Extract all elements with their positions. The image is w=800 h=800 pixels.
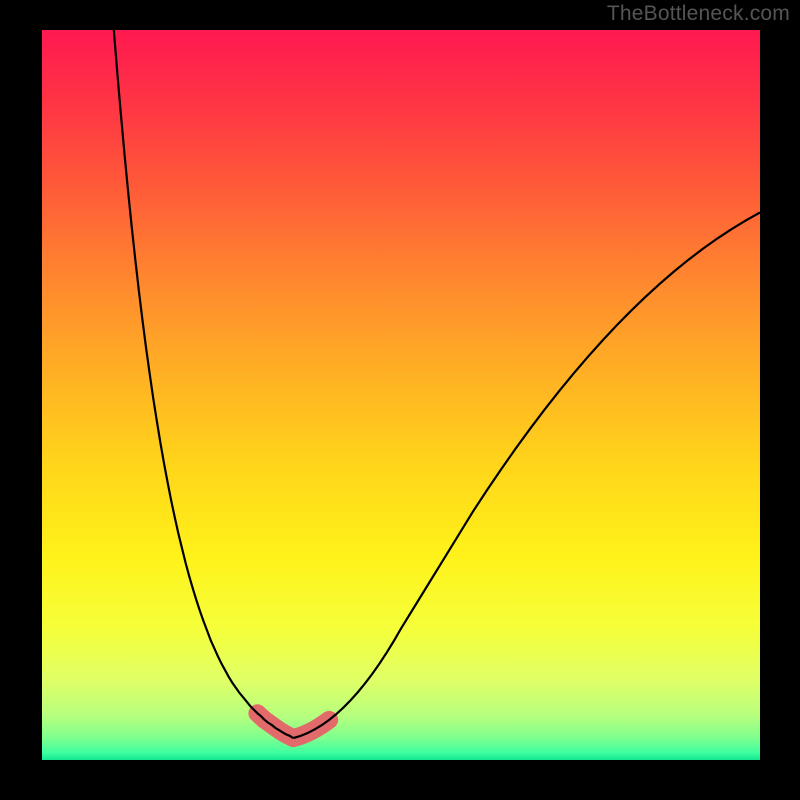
chart-frame: TheBottleneck.com xyxy=(0,0,800,800)
plot-background xyxy=(42,30,760,760)
watermark-text: TheBottleneck.com xyxy=(607,2,790,26)
bottleneck-curve-chart xyxy=(0,0,800,800)
